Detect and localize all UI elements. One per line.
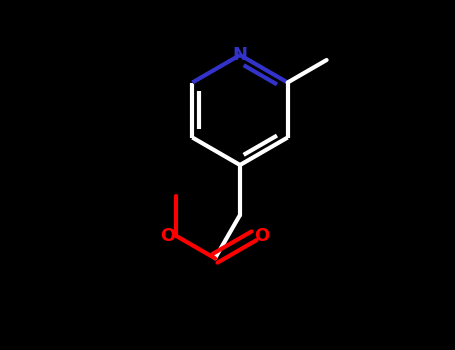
Text: N: N [233, 46, 248, 64]
Text: O: O [161, 227, 176, 245]
Text: O: O [254, 227, 270, 245]
